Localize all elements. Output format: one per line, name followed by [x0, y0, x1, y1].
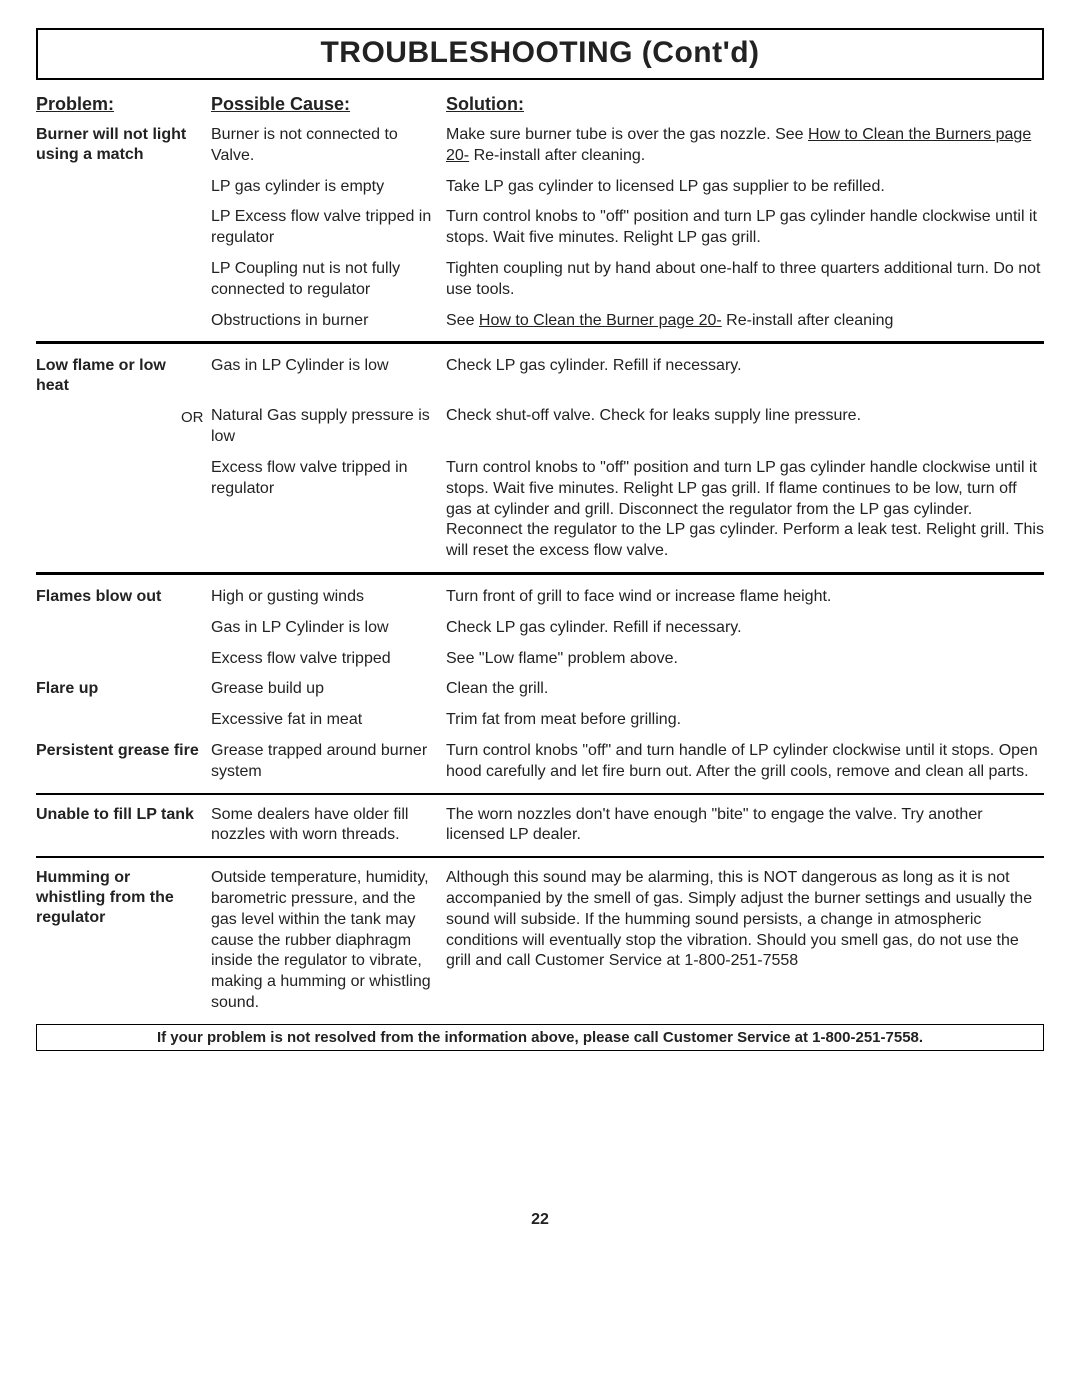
section: Persistent grease fireGrease trapped aro… [36, 741, 1044, 783]
section: Flare upGrease build up Clean the grill. E… [36, 679, 1044, 731]
table-row: Excess flow valve tripped See "Low flame"… [36, 649, 1044, 670]
section-divider [36, 793, 1044, 795]
cause-text: Burner is not connected to Valve. [211, 126, 398, 164]
cause-text: Excess flow valve tripped in regulator [211, 459, 408, 497]
solution-cell: The worn nozzles don't have enough "bite… [446, 805, 1044, 847]
table-row: Gas in LP Cylinder is low Check LP gas cy… [36, 618, 1044, 639]
cause-cell: LP gas cylinder is empty [211, 177, 446, 198]
header-cause: Possible Cause: [211, 94, 446, 115]
solution-cell: Take LP gas cylinder to licensed LP gas … [446, 177, 1044, 198]
cause-text: Gas in LP Cylinder is low [211, 619, 389, 636]
cause-text: Excess flow valve tripped [211, 650, 391, 667]
cause-text: Outside temperature, humidity, barometri… [211, 869, 431, 1011]
solution-cell: See "Low flame" problem above. [446, 649, 1044, 670]
cause-cell: LP Coupling nut is not fully connected t… [211, 259, 446, 301]
problem-cell: Low flame or low heat [36, 356, 211, 396]
section: Humming or whistling from the regulatorO… [36, 868, 1044, 1014]
cause-text: Gas in LP Cylinder is low [211, 357, 389, 374]
table-row: Persistent grease fireGrease trapped aro… [36, 741, 1044, 783]
title-box: TROUBLESHOOTING (Cont'd) [36, 28, 1044, 80]
cause-cell: Excess flow valve tripped in regulator [211, 458, 446, 500]
cause-cell: Grease trapped around burner system [211, 741, 446, 783]
cause-cell: Excessive fat in meat [211, 710, 446, 731]
table-row: Flames blow outHigh or gusting winds Turn… [36, 587, 1044, 608]
solution-cell: See How to Clean the Burner page 20- Re-… [446, 311, 1044, 332]
cause-text: Grease build up [211, 680, 324, 697]
footer-note: If your problem is not resolved from the… [36, 1024, 1044, 1051]
solution-cell: Turn control knobs to "off" position and… [446, 458, 1044, 562]
table-row: Excessive fat in meat Trim fat from meat … [36, 710, 1044, 731]
section: Burner will not light using a matchBurne… [36, 125, 1044, 331]
solution-text-post: Re-install after cleaning [722, 312, 894, 329]
problem-cell: Humming or whistling from the regulator [36, 868, 211, 928]
header-problem: Problem: [36, 94, 211, 115]
cause-cell: High or gusting winds [211, 587, 446, 608]
table-row: LP Coupling nut is not fully connected t… [36, 259, 1044, 301]
solution-cell: Clean the grill. [446, 679, 1044, 700]
cause-cell: Gas in LP Cylinder is low [211, 356, 446, 377]
cause-cell: Obstructions in burner [211, 311, 446, 332]
table-row: LP Excess flow valve tripped in regulato… [36, 207, 1044, 249]
table-row: LP gas cylinder is empty Take LP gas cyli… [36, 177, 1044, 198]
solution-cell: Turn front of grill to face wind or incr… [446, 587, 1044, 608]
table-row: Flare upGrease build up Clean the grill. [36, 679, 1044, 700]
problem-cell: Burner will not light using a match [36, 125, 211, 165]
or-label: OR [181, 408, 204, 428]
cause-cell: ORNatural Gas supply pressure is low [211, 406, 446, 448]
cause-cell: Grease build up [211, 679, 446, 700]
cause-cell: LP Excess flow valve tripped in regulato… [211, 207, 446, 249]
problem-cell: Persistent grease fire [36, 741, 211, 761]
cause-text: LP Coupling nut is not fully connected t… [211, 260, 400, 298]
section-divider [36, 572, 1044, 575]
section-divider [36, 856, 1044, 858]
cause-cell: Gas in LP Cylinder is low [211, 618, 446, 639]
solution-text-pre: Make sure burner tube is over the gas no… [446, 126, 808, 143]
section: Low flame or low heatGas in LP Cylinder … [36, 356, 1044, 562]
solution-cell: Turn control knobs to "off" position and… [446, 207, 1044, 249]
cause-text: Grease trapped around burner system [211, 742, 427, 780]
solution-cell: Make sure burner tube is over the gas no… [446, 125, 1044, 167]
table-row: Obstructions in burner See How to Clean t… [36, 311, 1044, 332]
page-number: 22 [36, 1211, 1044, 1229]
section: Unable to fill LP tankSome dealers have … [36, 805, 1044, 847]
troubleshooting-table: Burner will not light using a matchBurne… [36, 125, 1044, 1014]
cause-text: Natural Gas supply pressure is low [211, 407, 430, 445]
solution-cell: Although this sound may be alarming, thi… [446, 868, 1044, 972]
table-row: Excess flow valve tripped in regulator Tu… [36, 458, 1044, 562]
cause-text: LP Excess flow valve tripped in regulato… [211, 208, 431, 246]
cause-text: Some dealers have older fill nozzles wit… [211, 806, 408, 844]
column-headers: Problem: Possible Cause: Solution: [36, 94, 1044, 115]
page-title: TROUBLESHOOTING (Cont'd) [38, 36, 1042, 70]
solution-cell: Trim fat from meat before grilling. [446, 710, 1044, 731]
table-row: Unable to fill LP tankSome dealers have … [36, 805, 1044, 847]
cause-cell: Burner is not connected to Valve. [211, 125, 446, 167]
cause-text: LP gas cylinder is empty [211, 178, 384, 195]
problem-cell: Unable to fill LP tank [36, 805, 211, 825]
solution-cell: Tighten coupling nut by hand about one-h… [446, 259, 1044, 301]
solution-cell: Check shut-off valve. Check for leaks su… [446, 406, 1044, 427]
solution-link: How to Clean the Burner page 20- [479, 312, 722, 329]
cause-cell: Some dealers have older fill nozzles wit… [211, 805, 446, 847]
solution-cell: Check LP gas cylinder. Refill if necessa… [446, 356, 1044, 377]
solution-cell: Turn control knobs "off" and turn handle… [446, 741, 1044, 783]
cause-text: Excessive fat in meat [211, 711, 362, 728]
section: Flames blow outHigh or gusting winds Turn… [36, 587, 1044, 669]
problem-cell: Flare up [36, 679, 211, 699]
cause-text: Obstructions in burner [211, 312, 368, 329]
cause-cell: Outside temperature, humidity, barometri… [211, 868, 446, 1014]
table-row: ORNatural Gas supply pressure is lowChec… [36, 406, 1044, 448]
solution-text-pre: See [446, 312, 479, 329]
table-row: Low flame or low heatGas in LP Cylinder … [36, 356, 1044, 396]
section-divider [36, 341, 1044, 344]
cause-cell: Excess flow valve tripped [211, 649, 446, 670]
cause-text: High or gusting winds [211, 588, 364, 605]
header-solution: Solution: [446, 94, 1044, 115]
table-row: Burner will not light using a matchBurne… [36, 125, 1044, 167]
solution-cell: Check LP gas cylinder. Refill if necessa… [446, 618, 1044, 639]
solution-text-post: Re-install after cleaning. [469, 147, 645, 164]
problem-cell: Flames blow out [36, 587, 211, 607]
table-row: Humming or whistling from the regulatorO… [36, 868, 1044, 1014]
